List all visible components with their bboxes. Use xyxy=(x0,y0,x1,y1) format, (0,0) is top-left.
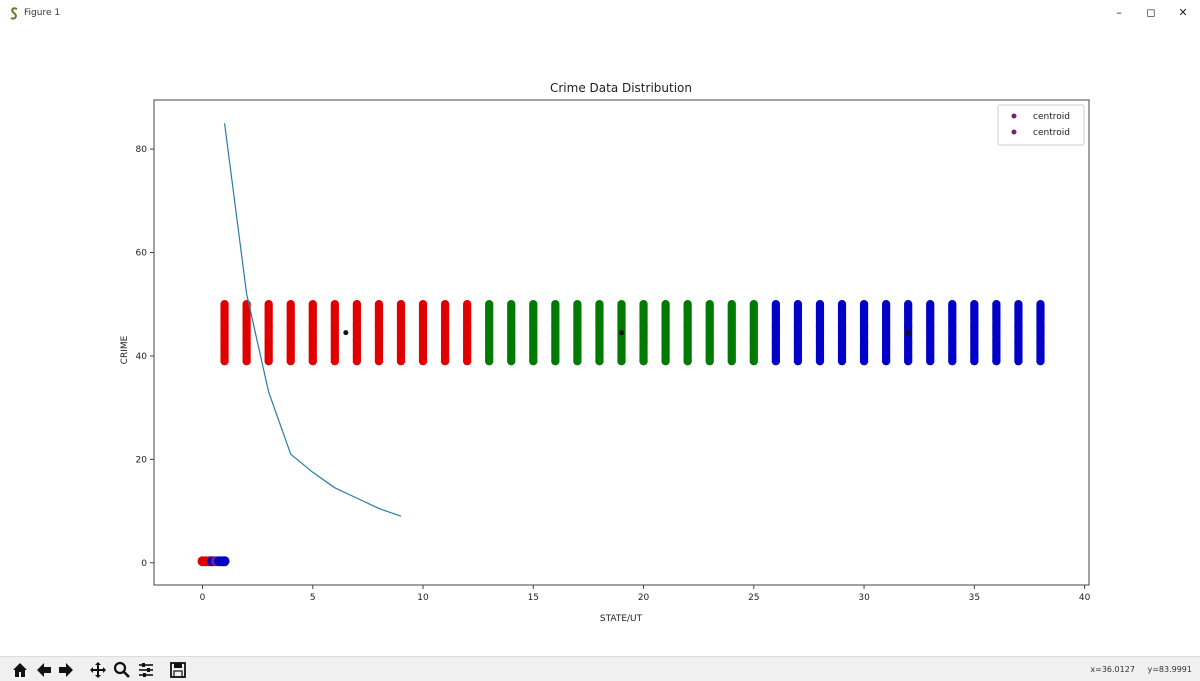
x-tick-label: 35 xyxy=(969,593,980,603)
scatter-point xyxy=(859,300,869,309)
title-bar: Figure 1 – ◻ ✕ xyxy=(0,0,1200,28)
x-tick-label: 30 xyxy=(858,593,870,603)
scatter-points xyxy=(220,300,1045,366)
origin-point xyxy=(219,556,230,567)
x-tick-label: 5 xyxy=(310,593,316,603)
scatter-point xyxy=(595,300,604,309)
legend-marker xyxy=(1011,113,1017,119)
back-icon[interactable] xyxy=(34,660,54,680)
x-tick-label: 10 xyxy=(417,593,429,603)
scatter-point xyxy=(1036,300,1045,309)
scatter-point xyxy=(1014,300,1023,309)
chart-title: Crime Data Distribution xyxy=(550,81,692,95)
scatter-point xyxy=(992,300,1001,309)
scatter-point xyxy=(749,300,759,309)
y-axis-label: CRIME xyxy=(120,335,130,364)
scatter-point xyxy=(374,300,384,309)
scatter-point xyxy=(352,300,362,309)
scatter-point xyxy=(705,300,714,309)
cursor-coordinates: x=36.0127 y=83.9991 xyxy=(1080,665,1192,674)
legend: centroid centroid xyxy=(997,104,1085,146)
scatter-point xyxy=(551,300,560,309)
scatter-point xyxy=(507,300,516,309)
pan-icon[interactable] xyxy=(88,660,108,680)
scatter-point xyxy=(948,300,957,309)
close-button[interactable]: ✕ xyxy=(1178,6,1188,19)
scatter-point xyxy=(903,300,913,309)
matplotlib-app-icon xyxy=(10,7,18,20)
x-tick-label: 40 xyxy=(1079,593,1091,603)
scatter-point xyxy=(771,300,781,309)
scatter-point xyxy=(639,300,648,309)
window-title: Figure 1 xyxy=(24,8,61,18)
scatter-point xyxy=(529,300,538,309)
x-tick-label: 0 xyxy=(200,593,206,603)
x-tick-label: 20 xyxy=(638,593,650,603)
scatter-point xyxy=(683,300,692,309)
scatter-point xyxy=(330,300,340,309)
y-coordinate-readout: y=83.9991 xyxy=(1147,665,1192,674)
scatter-point xyxy=(484,300,494,309)
legend-label: centroid xyxy=(1033,112,1070,122)
forward-icon[interactable] xyxy=(56,660,76,680)
scatter-point xyxy=(661,300,670,309)
y-axis-ticks: 0 20 40 60 80 xyxy=(136,145,154,569)
scatter-point xyxy=(926,300,935,309)
scatter-point xyxy=(396,300,406,309)
scatter-point xyxy=(462,300,472,309)
scatter-point xyxy=(815,300,825,309)
y-tick-label: 40 xyxy=(136,352,148,362)
x-axis-label: STATE/UT xyxy=(600,614,643,624)
centroid-point xyxy=(905,330,911,336)
centroid-points xyxy=(343,330,911,336)
scatter-point xyxy=(573,300,582,309)
save-icon[interactable] xyxy=(168,660,188,680)
y-tick-label: 0 xyxy=(141,559,147,569)
scatter-point xyxy=(286,300,295,309)
centroid-point xyxy=(343,330,349,336)
legend-marker xyxy=(1011,129,1017,135)
scatter-point xyxy=(418,300,428,309)
scatter-point xyxy=(308,300,317,309)
y-tick-label: 60 xyxy=(136,249,148,259)
scatter-point xyxy=(970,300,979,309)
scatter-point xyxy=(264,300,273,309)
scatter-point xyxy=(793,300,803,309)
maximize-button[interactable]: ◻ xyxy=(1146,6,1156,19)
scatter-point xyxy=(881,300,891,309)
chart-figure: Crime Data Distribution STATE/UT CRIME 0… xyxy=(120,81,1091,624)
scatter-point xyxy=(440,300,450,309)
scatter-point xyxy=(220,300,229,309)
x-tick-label: 25 xyxy=(748,593,759,603)
legend-label: centroid xyxy=(1033,128,1070,138)
x-coordinate-readout: x=36.0127 xyxy=(1090,665,1135,674)
zoom-icon[interactable] xyxy=(112,660,132,680)
x-tick-label: 15 xyxy=(528,593,539,603)
y-tick-label: 20 xyxy=(136,455,148,465)
navigation-toolbar: x=36.0127 y=83.9991 xyxy=(0,656,1200,681)
scatter-point xyxy=(617,300,626,309)
centroid-point xyxy=(619,330,624,336)
scatter-point xyxy=(837,300,847,309)
scatter-point xyxy=(727,300,736,309)
legend-box xyxy=(997,104,1085,146)
home-icon[interactable] xyxy=(10,660,30,680)
origin-points xyxy=(197,556,230,567)
line-series xyxy=(223,123,402,517)
configure-subplots-icon[interactable] xyxy=(136,660,156,680)
minimize-button[interactable]: – xyxy=(1116,6,1122,19)
x-axis-ticks: 0 5 10 15 20 25 30 35 40 xyxy=(200,585,1091,603)
y-tick-label: 80 xyxy=(136,145,148,155)
